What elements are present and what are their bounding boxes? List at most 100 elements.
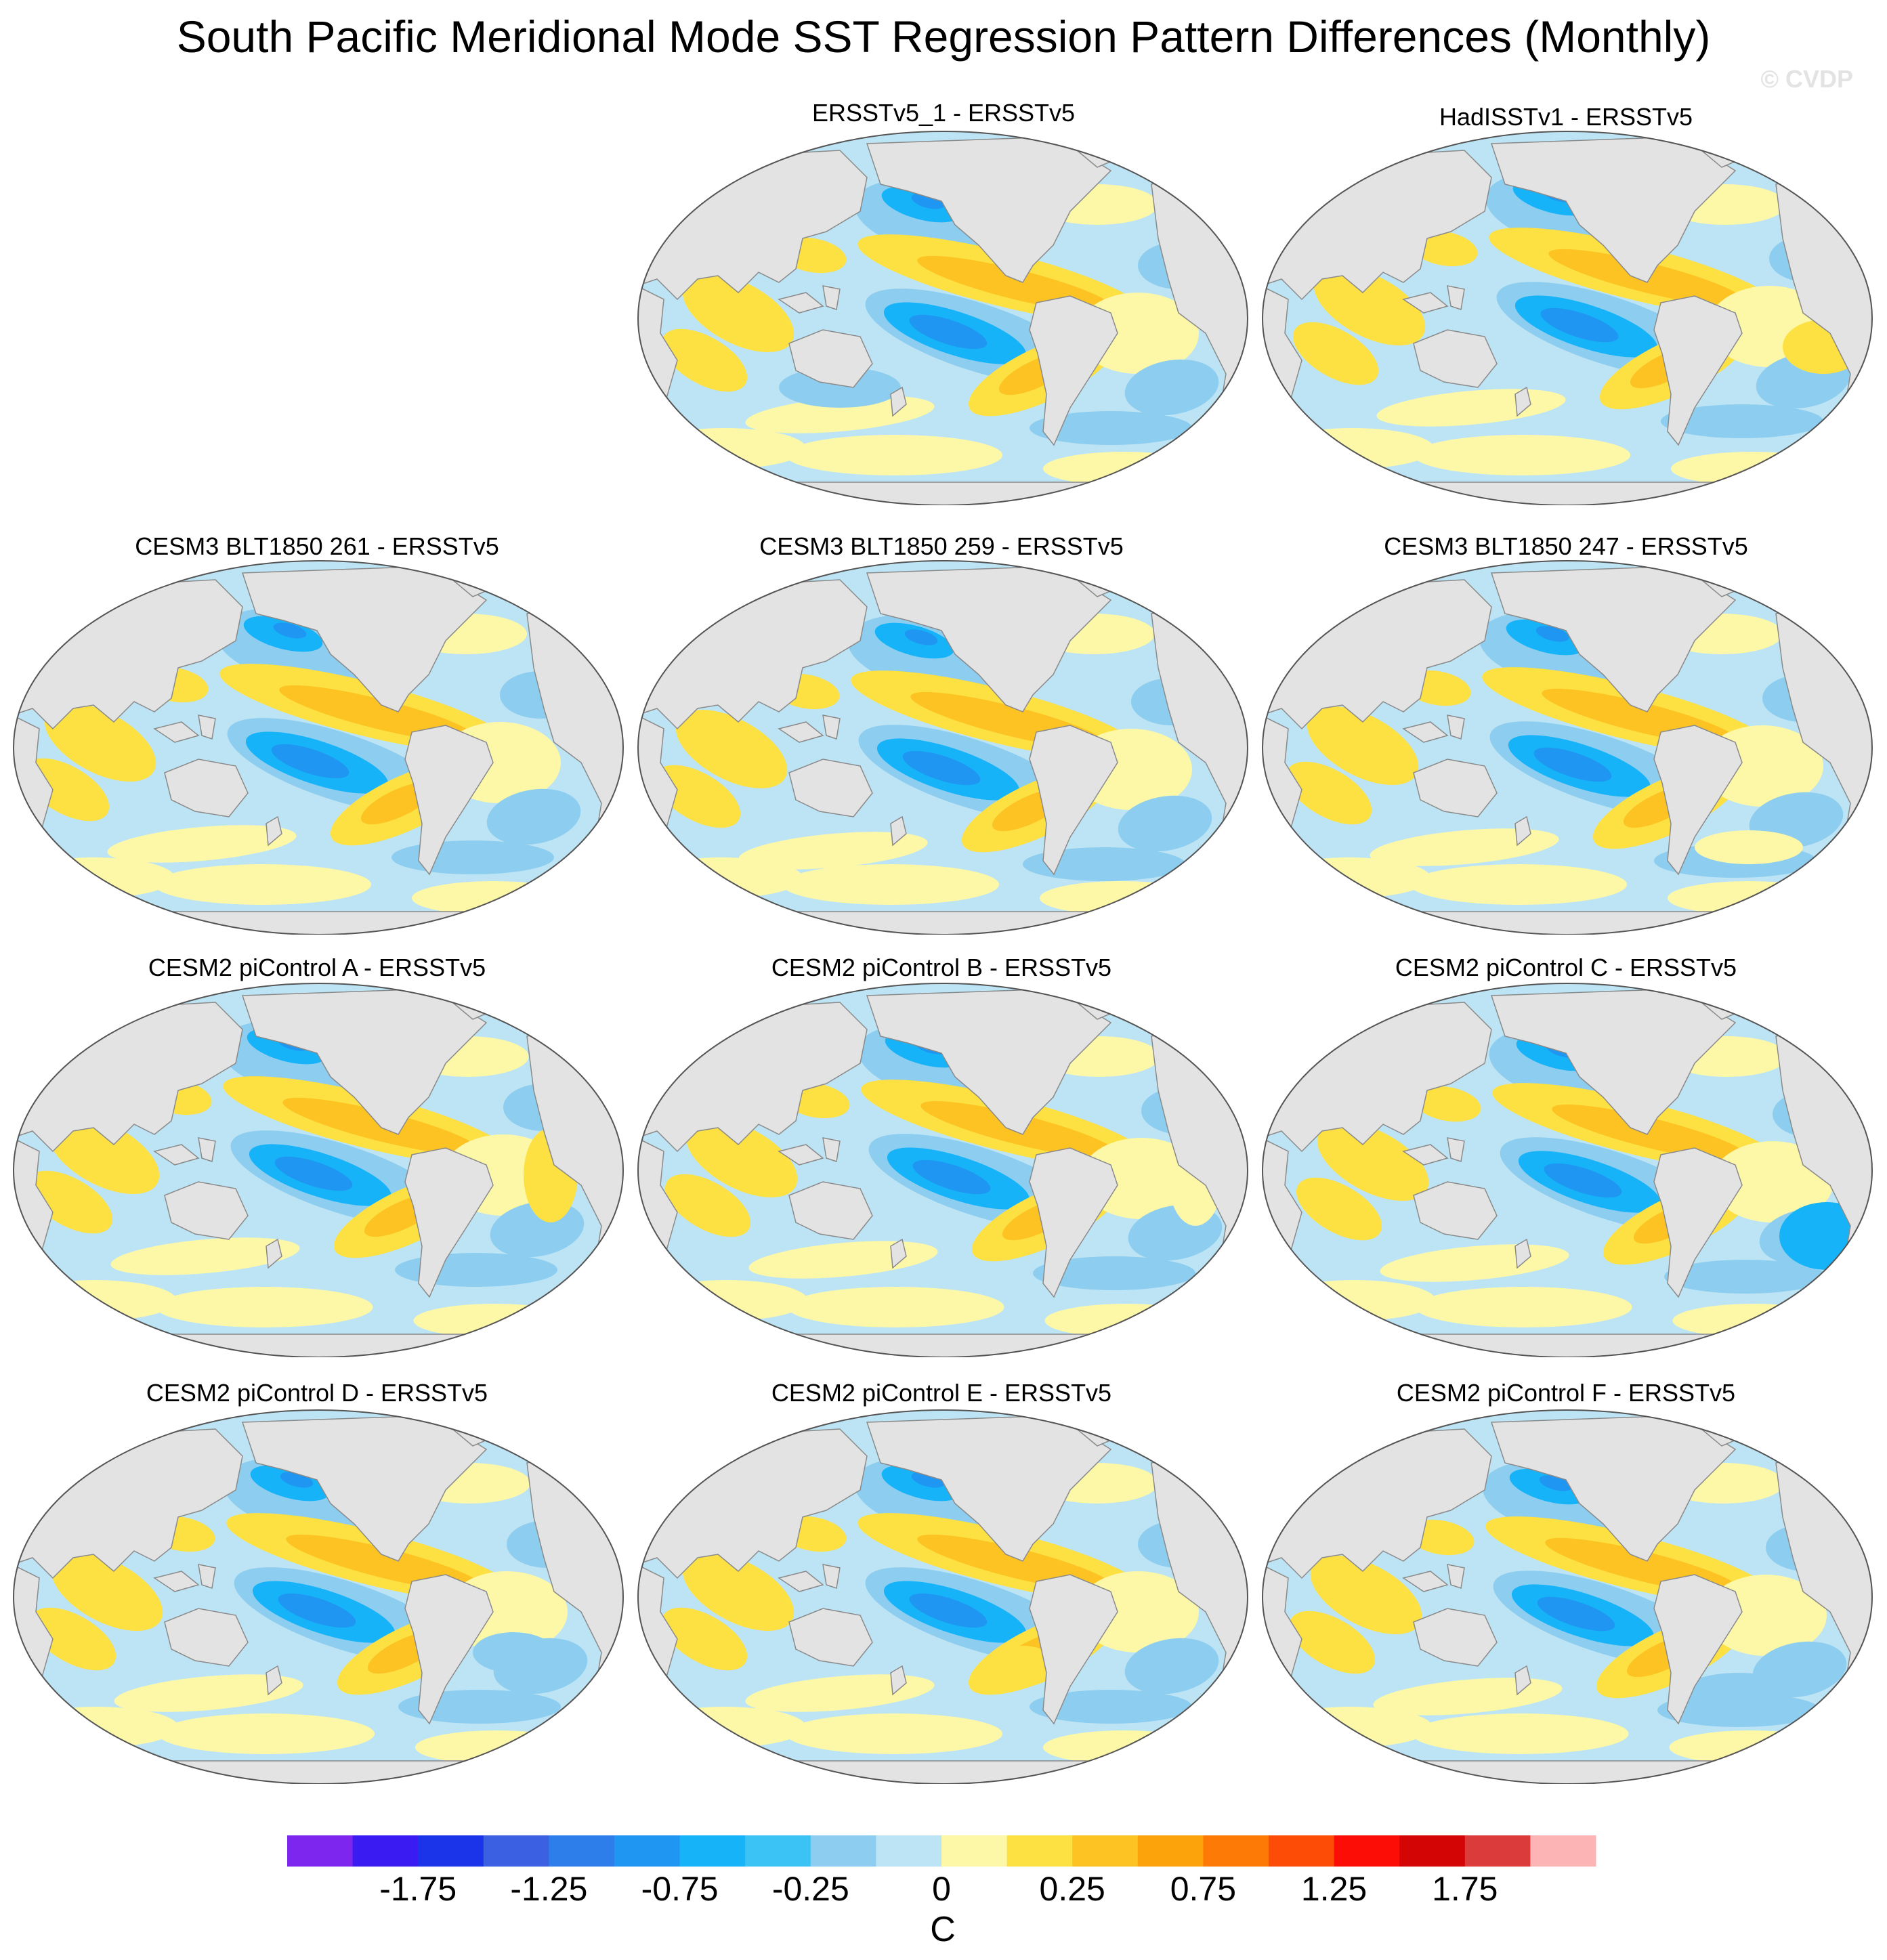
sst-anomaly-region bbox=[16, 1707, 178, 1747]
land-maritime bbox=[153, 1564, 216, 1592]
sst-anomaly-region bbox=[912, 1159, 991, 1195]
sst-anomaly-region bbox=[415, 1730, 578, 1764]
sst-anomaly-region bbox=[1552, 1104, 1750, 1162]
sst-anomaly-region bbox=[1412, 1713, 1629, 1754]
sst-anomaly-region bbox=[44, 703, 156, 782]
sst-anomaly-region bbox=[26, 1170, 113, 1234]
sst-anomaly-region bbox=[23, 758, 110, 822]
map-outline bbox=[13, 1409, 624, 1784]
land-australia bbox=[164, 759, 249, 817]
colorbar-box bbox=[810, 1835, 876, 1867]
sst-anomaly-region bbox=[1310, 1556, 1422, 1634]
panel-title-5: CESM3 BLT1850 247 - ERSSTv5 bbox=[1384, 532, 1748, 560]
map-outline bbox=[1262, 983, 1873, 1357]
sst-anomaly-region bbox=[1414, 1086, 1481, 1122]
sst-anomaly-region bbox=[748, 1241, 938, 1279]
colorbar-tick-label: 0.25 bbox=[1040, 1870, 1105, 1908]
map-outline bbox=[13, 560, 624, 935]
land-north-america bbox=[866, 136, 1112, 283]
colorbar-box bbox=[418, 1835, 484, 1867]
sst-anomaly-region bbox=[51, 1552, 163, 1631]
land-maritime bbox=[1402, 715, 1465, 743]
sst-anomaly-region bbox=[1118, 795, 1212, 852]
land-antarctica bbox=[14, 1334, 623, 1357]
sst-anomaly-region bbox=[1414, 435, 1630, 475]
sst-anomaly-region bbox=[1540, 307, 1619, 343]
map-outline bbox=[1262, 131, 1873, 505]
sst-anomaly-region bbox=[1307, 706, 1419, 785]
land-south-america bbox=[1653, 1147, 1743, 1298]
land-australia bbox=[788, 1608, 873, 1667]
sst-anomaly-region bbox=[274, 1156, 353, 1191]
land-north-america bbox=[1490, 136, 1737, 283]
colorbar-tick-label: -1.25 bbox=[510, 1870, 587, 1908]
sst-anomaly-region bbox=[1684, 1673, 1793, 1707]
sst-anomaly-region bbox=[1410, 864, 1627, 905]
map-panel-10 bbox=[637, 1409, 1248, 1784]
sst-anomaly-region bbox=[271, 744, 349, 779]
land-south-america bbox=[1029, 1147, 1118, 1298]
sst-anomaly-region bbox=[654, 765, 741, 828]
sst-anomaly-region bbox=[14, 857, 175, 898]
sst-anomaly-region bbox=[110, 1237, 300, 1275]
land-australia bbox=[1413, 1181, 1498, 1240]
colorbar-box bbox=[1006, 1835, 1073, 1867]
sst-anomaly-region bbox=[273, 622, 307, 639]
sst-anomaly-region bbox=[30, 1607, 116, 1671]
sst-anomaly-region bbox=[1030, 1690, 1192, 1724]
land-north-america bbox=[866, 1415, 1112, 1562]
land-south-america bbox=[1653, 725, 1743, 876]
map-panel-1 bbox=[637, 131, 1248, 505]
land-antarctica bbox=[638, 1334, 1248, 1357]
sst-anomaly-region bbox=[685, 1119, 798, 1197]
land-antarctica bbox=[1263, 1760, 1872, 1784]
sst-anomaly-region bbox=[14, 1280, 177, 1321]
panel-title-3: CESM3 BLT1850 261 - ERSSTv5 bbox=[135, 532, 499, 560]
sst-anomaly-region bbox=[473, 1632, 554, 1673]
map-panel-9 bbox=[13, 1409, 624, 1784]
land-antarctica bbox=[1263, 911, 1872, 935]
map-panel-7 bbox=[637, 983, 1248, 1357]
colorbar-box bbox=[1334, 1835, 1400, 1867]
sst-anomaly-region bbox=[682, 274, 794, 352]
land-antarctica bbox=[1263, 1334, 1872, 1357]
sst-anomaly-region bbox=[787, 1287, 1004, 1327]
sst-anomaly-region bbox=[1669, 1730, 1832, 1764]
map-outline bbox=[637, 983, 1248, 1357]
colorbar-tick-label: -0.25 bbox=[772, 1870, 849, 1908]
sst-anomaly-region bbox=[278, 1593, 356, 1628]
land-north-america bbox=[1490, 988, 1737, 1135]
map-outline bbox=[637, 560, 1248, 935]
land-maritime bbox=[778, 1137, 841, 1166]
sst-anomaly-region bbox=[1317, 1122, 1429, 1201]
colorbar-box bbox=[679, 1835, 746, 1867]
panel-title-4: CESM3 BLT1850 259 - ERSSTv5 bbox=[759, 532, 1124, 560]
colorbar-box bbox=[876, 1835, 942, 1867]
land-new-zealand bbox=[890, 386, 907, 417]
panel-title-2: HadISSTv1 - ERSSTv5 bbox=[1439, 103, 1693, 131]
land-south-america bbox=[1029, 1574, 1118, 1725]
land-south-america bbox=[1653, 295, 1743, 446]
land-north-america bbox=[866, 566, 1112, 712]
sst-anomaly-region bbox=[1271, 428, 1434, 469]
colorbar-tick-label: -1.75 bbox=[379, 1870, 457, 1908]
map-panel-8 bbox=[1262, 983, 1873, 1357]
land-north-america bbox=[241, 1415, 488, 1562]
sst-anomaly-region bbox=[902, 750, 981, 786]
sst-anomaly-region bbox=[745, 1674, 935, 1712]
colorbar-box bbox=[941, 1835, 1008, 1867]
colorbar-box bbox=[1530, 1835, 1596, 1867]
land-antarctica bbox=[14, 911, 623, 935]
colorbar-tick-label: 0 bbox=[932, 1870, 951, 1908]
land-antarctica bbox=[14, 1760, 623, 1784]
sst-anomaly-region bbox=[1296, 1177, 1382, 1241]
sst-anomaly-region bbox=[1664, 1260, 1827, 1294]
sst-anomaly-region bbox=[1415, 1287, 1632, 1327]
land-new-zealand bbox=[890, 1238, 907, 1269]
land-australia bbox=[788, 329, 873, 388]
sst-anomaly-region bbox=[989, 1646, 1057, 1686]
sst-anomaly-region bbox=[1533, 747, 1612, 782]
land-maritime bbox=[1402, 1137, 1465, 1166]
land-north-america bbox=[1490, 1415, 1737, 1562]
watermark-text: © CVDP bbox=[1760, 65, 1853, 93]
